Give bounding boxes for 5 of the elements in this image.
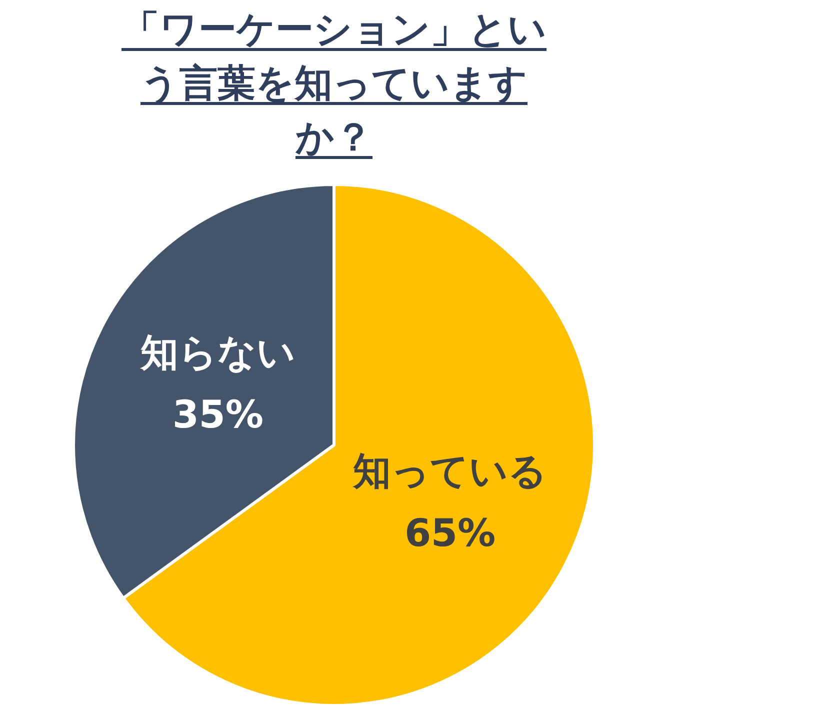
- data-label: 35%: [172, 392, 264, 437]
- slice-label: 知っている: [352, 449, 548, 494]
- slice-label: 知らない: [139, 330, 296, 375]
- data-label: 65%: [404, 511, 496, 556]
- chart-title: 「ワーケーション」という言葉を知っていますか？: [120, 6, 548, 161]
